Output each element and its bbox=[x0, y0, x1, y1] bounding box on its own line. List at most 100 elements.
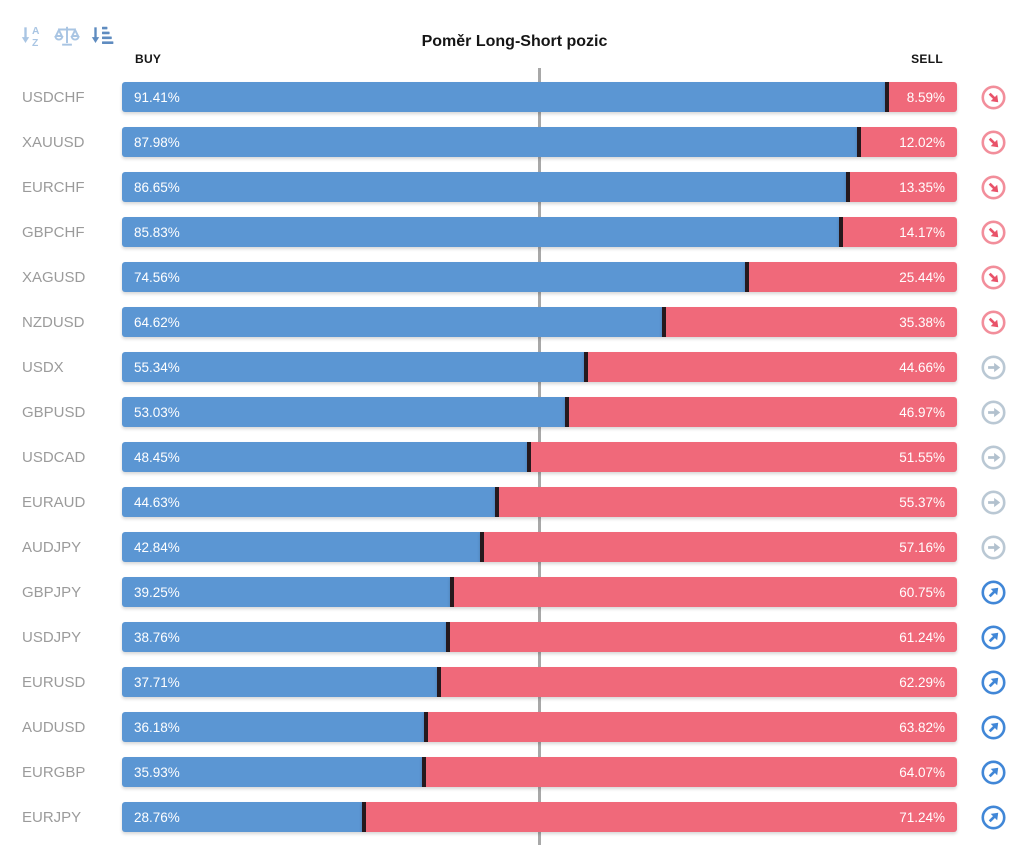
buy-value: 74.56% bbox=[134, 269, 180, 285]
ratio-bar[interactable]: 28.76% 71.24% bbox=[122, 802, 957, 832]
ratio-bar[interactable]: 85.83% 14.17% bbox=[122, 217, 957, 247]
signal-buy-icon[interactable] bbox=[981, 624, 1006, 650]
pair-row: USDCHF 91.41% 8.59% bbox=[0, 82, 1029, 112]
pair-label: AUDJPY bbox=[22, 538, 82, 556]
ratio-bar[interactable]: 38.76% 61.24% bbox=[122, 622, 957, 652]
pair-row: XAUUSD 87.98% 12.02% bbox=[0, 127, 1029, 157]
buy-segment[interactable]: 42.84% bbox=[122, 532, 480, 562]
signal-neutral-icon[interactable] bbox=[981, 354, 1006, 380]
sell-segment[interactable]: 57.16% bbox=[479, 532, 957, 562]
signal-buy-icon[interactable] bbox=[981, 669, 1006, 695]
signal-sell-icon[interactable] bbox=[981, 309, 1006, 335]
sell-segment[interactable]: 71.24% bbox=[362, 802, 957, 832]
signal-buy-icon[interactable] bbox=[981, 579, 1006, 605]
buy-segment[interactable]: 55.34% bbox=[122, 352, 585, 382]
ratio-bar[interactable]: 39.25% 60.75% bbox=[122, 577, 957, 607]
sell-segment[interactable]: 63.82% bbox=[424, 712, 957, 742]
signal-buy-icon[interactable] bbox=[981, 759, 1006, 785]
signal-buy-icon[interactable] bbox=[981, 804, 1006, 830]
buy-segment[interactable]: 48.45% bbox=[122, 442, 527, 472]
signal-neutral-icon[interactable] bbox=[981, 399, 1006, 425]
signal-sell-icon[interactable] bbox=[981, 84, 1006, 110]
balance-scale-icon[interactable] bbox=[54, 23, 80, 49]
sort-toolbar: A Z bbox=[19, 23, 115, 49]
ratio-bar[interactable]: 48.45% 51.55% bbox=[122, 442, 957, 472]
sell-segment[interactable]: 35.38% bbox=[661, 307, 957, 337]
buy-segment[interactable]: 38.76% bbox=[122, 622, 446, 652]
ratio-bar[interactable]: 87.98% 12.02% bbox=[122, 127, 957, 157]
sell-value: 63.82% bbox=[899, 719, 945, 735]
pair-label: EURUSD bbox=[22, 673, 86, 691]
sell-segment[interactable]: 46.97% bbox=[564, 397, 957, 427]
signal-neutral-icon[interactable] bbox=[981, 444, 1006, 470]
sell-column-header: SELL bbox=[911, 52, 943, 66]
buy-segment[interactable]: 91.41% bbox=[122, 82, 886, 112]
pair-label: EURJPY bbox=[22, 808, 82, 826]
buy-segment[interactable]: 74.56% bbox=[122, 262, 745, 292]
sell-segment[interactable]: 8.59% bbox=[885, 82, 957, 112]
buy-segment[interactable]: 53.03% bbox=[122, 397, 565, 427]
sell-segment[interactable]: 62.29% bbox=[436, 667, 957, 697]
pair-row: GBPUSD 53.03% 46.97% bbox=[0, 397, 1029, 427]
sell-segment[interactable]: 64.07% bbox=[422, 757, 957, 787]
buy-segment[interactable]: 37.71% bbox=[122, 667, 437, 697]
sell-segment[interactable]: 14.17% bbox=[838, 217, 957, 247]
ratio-bar[interactable]: 36.18% 63.82% bbox=[122, 712, 957, 742]
ratio-bar[interactable]: 55.34% 44.66% bbox=[122, 352, 957, 382]
ratio-bar[interactable]: 64.62% 35.38% bbox=[122, 307, 957, 337]
pair-row: GBPCHF 85.83% 14.17% bbox=[0, 217, 1029, 247]
sell-value: 61.24% bbox=[899, 629, 945, 645]
signal-sell-icon[interactable] bbox=[981, 264, 1006, 290]
signal-neutral-icon[interactable] bbox=[981, 534, 1006, 560]
signal-sell-icon[interactable] bbox=[981, 219, 1006, 245]
sell-value: 35.38% bbox=[899, 314, 945, 330]
ratio-bar[interactable]: 42.84% 57.16% bbox=[122, 532, 957, 562]
sell-segment[interactable]: 61.24% bbox=[445, 622, 957, 652]
buy-segment[interactable]: 28.76% bbox=[122, 802, 363, 832]
ratio-bar[interactable]: 53.03% 46.97% bbox=[122, 397, 957, 427]
pair-row: USDJPY 38.76% 61.24% bbox=[0, 622, 1029, 652]
buy-segment[interactable]: 64.62% bbox=[122, 307, 662, 337]
pair-row: EURUSD 37.71% 62.29% bbox=[0, 667, 1029, 697]
sell-segment[interactable]: 44.66% bbox=[584, 352, 957, 382]
ratio-bar[interactable]: 37.71% 62.29% bbox=[122, 667, 957, 697]
pair-label: USDX bbox=[22, 358, 64, 376]
signal-neutral-icon[interactable] bbox=[981, 489, 1006, 515]
buy-segment[interactable]: 86.65% bbox=[122, 172, 846, 202]
ratio-bar[interactable]: 74.56% 25.44% bbox=[122, 262, 957, 292]
pair-label: AUDUSD bbox=[22, 718, 86, 736]
sell-value: 12.02% bbox=[899, 134, 945, 150]
buy-segment[interactable]: 35.93% bbox=[122, 757, 422, 787]
sell-value: 25.44% bbox=[899, 269, 945, 285]
sell-segment[interactable]: 13.35% bbox=[845, 172, 957, 202]
sell-value: 44.66% bbox=[899, 359, 945, 375]
sort-alphabetical-icon[interactable]: A Z bbox=[19, 23, 45, 49]
ratio-bar[interactable]: 86.65% 13.35% bbox=[122, 172, 957, 202]
buy-value: 87.98% bbox=[134, 134, 180, 150]
ratio-bar[interactable]: 91.41% 8.59% bbox=[122, 82, 957, 112]
sell-segment[interactable]: 60.75% bbox=[449, 577, 957, 607]
sell-segment[interactable]: 12.02% bbox=[856, 127, 957, 157]
pair-label: GBPUSD bbox=[22, 403, 86, 421]
sell-segment[interactable]: 51.55% bbox=[526, 442, 957, 472]
sell-segment[interactable]: 55.37% bbox=[494, 487, 957, 517]
buy-value: 48.45% bbox=[134, 449, 180, 465]
buy-segment[interactable]: 39.25% bbox=[122, 577, 450, 607]
pair-label: USDCHF bbox=[22, 88, 85, 106]
signal-buy-icon[interactable] bbox=[981, 714, 1006, 740]
ratio-bar[interactable]: 35.93% 64.07% bbox=[122, 757, 957, 787]
buy-segment[interactable]: 87.98% bbox=[122, 127, 857, 157]
pair-rows: USDCHF 91.41% 8.59% XAUUSD 87.98% bbox=[0, 82, 1029, 832]
sell-value: 55.37% bbox=[899, 494, 945, 510]
sell-segment[interactable]: 25.44% bbox=[744, 262, 957, 292]
signal-sell-icon[interactable] bbox=[981, 174, 1006, 200]
sort-by-ratio-icon[interactable] bbox=[89, 23, 115, 49]
sell-value: 62.29% bbox=[899, 674, 945, 690]
buy-segment[interactable]: 44.63% bbox=[122, 487, 495, 517]
buy-segment[interactable]: 85.83% bbox=[122, 217, 839, 247]
ratio-bar[interactable]: 44.63% 55.37% bbox=[122, 487, 957, 517]
pair-row: NZDUSD 64.62% 35.38% bbox=[0, 307, 1029, 337]
signal-sell-icon[interactable] bbox=[981, 129, 1006, 155]
buy-segment[interactable]: 36.18% bbox=[122, 712, 425, 742]
